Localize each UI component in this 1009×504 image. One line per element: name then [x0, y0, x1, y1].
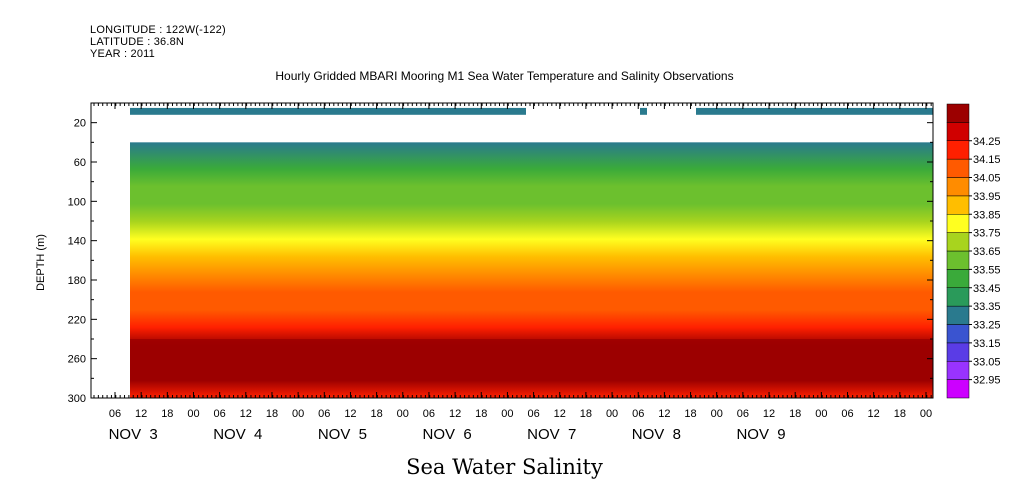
x-day-label: NOV 6 — [423, 426, 472, 443]
plot-area — [91, 103, 933, 398]
x-tick-label: 18 — [370, 408, 382, 420]
colorbar-bin — [946, 195, 970, 215]
colorbar-bin — [946, 250, 970, 270]
x-tick-label: 18 — [894, 408, 906, 420]
x-tick-label: 00 — [711, 408, 723, 420]
x-tick-label: 00 — [187, 408, 199, 420]
y-tick-label: 20 — [74, 118, 86, 130]
colorbar: 32.95 33.05 33.15 33.25 33.35 33.45 33.55 33.65… — [946, 103, 1001, 399]
x-tick-label: 12 — [868, 408, 880, 420]
y-axis-title: DEPTH (m) — [35, 234, 47, 291]
x-tick-label: 06 — [527, 408, 539, 420]
colorbar-bin — [946, 269, 970, 288]
colorbar-label: 33.65 — [973, 246, 1001, 258]
colorbar-label: 33.55 — [973, 264, 1001, 276]
colorbar-label: 34.15 — [973, 154, 1001, 166]
x-day-label: NOV 3 — [109, 426, 158, 443]
x-tick-label: 00 — [292, 408, 304, 420]
x-tick-label: 18 — [684, 408, 696, 420]
year-label: YEAR : 2011 — [90, 48, 155, 60]
x-tick-label: 12 — [658, 408, 670, 420]
x-tick-label: 12 — [344, 408, 356, 420]
x-tick-label: 18 — [580, 408, 592, 420]
x-tick-label: 00 — [397, 408, 409, 420]
chart-title: Hourly Gridded MBARI Mooring M1 Sea Wate… — [275, 69, 734, 83]
x-tick-label: 18 — [789, 408, 801, 420]
x-tick-label: 06 — [109, 408, 121, 420]
x-tick-label: 06 — [737, 408, 749, 420]
colorbar-bin — [946, 342, 970, 362]
x-tick-label: 06 — [318, 408, 330, 420]
x-day-label: NOV 8 — [632, 426, 681, 443]
colorbar-label: 33.85 — [973, 209, 1001, 221]
surface-band-segment — [640, 107, 647, 115]
x-day-label: NOV 9 — [736, 426, 785, 443]
x-tick-label: 00 — [920, 408, 932, 420]
colorbar-bin — [946, 379, 970, 399]
x-tick-label: 06 — [214, 408, 226, 420]
colorbar-bin — [946, 214, 970, 233]
plot-frame — [90, 102, 934, 399]
colorbar-label: 33.25 — [973, 320, 1001, 332]
colorbar-bin — [946, 177, 970, 197]
x-day-label: NOV 5 — [318, 426, 367, 443]
colorbar-label: 33.35 — [973, 301, 1001, 313]
x-day-label: NOV 4 — [213, 426, 262, 443]
colorbar-bin — [946, 122, 970, 141]
colorbar-label: 34.05 — [973, 173, 1001, 185]
x-tick-label: 18 — [475, 408, 487, 420]
y-tick-label: 220 — [68, 314, 86, 326]
colorbar-label: 33.15 — [973, 338, 1001, 350]
colorbar-bin — [946, 140, 970, 160]
latitude-label: LATITUDE : 36.8N — [90, 36, 185, 48]
colorbar-bin — [946, 305, 970, 325]
colorbar-bin — [946, 287, 970, 307]
x-tick-label: 18 — [161, 408, 173, 420]
axes: 20 60 100 140 180 220 260 300 DEPTH (m) 06 12 18 00 0… — [35, 102, 934, 443]
colorbar-label: 33.95 — [973, 191, 1001, 203]
colorbar-label: 33.05 — [973, 356, 1001, 368]
colorbar-bin — [946, 324, 970, 344]
deep-salinity-band — [130, 339, 933, 381]
colorbar-bin — [946, 103, 970, 123]
x-tick-label: 00 — [815, 408, 827, 420]
x-tick-label: 06 — [423, 408, 435, 420]
y-tick-label: 260 — [68, 354, 86, 366]
x-tick-label: 06 — [841, 408, 853, 420]
y-tick-label: 60 — [74, 157, 86, 169]
surface-band-segment — [696, 107, 933, 115]
colorbar-bin — [946, 361, 970, 380]
y-tick-label: 300 — [68, 393, 86, 405]
x-tick-label: 12 — [763, 408, 775, 420]
x-day-label: NOV 7 — [527, 426, 576, 443]
x-tick-label: 12 — [135, 408, 147, 420]
surface-band-segment — [130, 107, 526, 115]
y-tick-label: 100 — [68, 196, 86, 208]
longitude-label: LONGITUDE : 122W(-122) — [90, 24, 226, 36]
x-tick-label: 00 — [501, 408, 513, 420]
x-tick-label: 06 — [632, 408, 644, 420]
x-tick-label: 18 — [266, 408, 278, 420]
x-tick-label: 12 — [449, 408, 461, 420]
x-axis-title: Sea Water Salinity — [406, 455, 603, 479]
y-tick-label: 140 — [68, 236, 86, 248]
colorbar-bin — [946, 158, 970, 178]
x-tick-label: 12 — [240, 408, 252, 420]
colorbar-label: 33.75 — [973, 228, 1001, 240]
colorbar-label: 34.25 — [973, 136, 1001, 148]
colorbar-bin — [946, 232, 970, 252]
x-tick-label: 00 — [606, 408, 618, 420]
y-tick-label: 180 — [68, 275, 86, 287]
x-tick-label: 12 — [554, 408, 566, 420]
colorbar-label: 32.95 — [973, 375, 1001, 387]
colorbar-label: 33.45 — [973, 283, 1001, 295]
